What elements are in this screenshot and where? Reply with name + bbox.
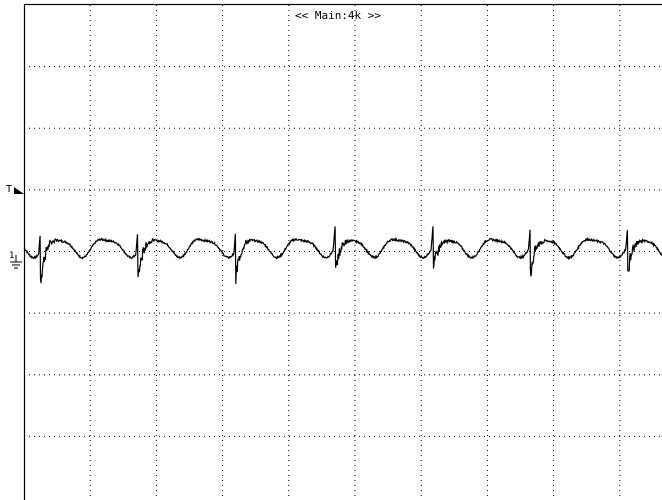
trigger-marker: T — [6, 184, 24, 195]
ground-label: 1 — [9, 251, 14, 261]
timebase-label: << Main:4k >> — [295, 9, 381, 22]
waveform-path — [23, 226, 662, 284]
grid — [24, 5, 662, 498]
plot-frame — [23, 3, 662, 500]
ground-icon — [10, 255, 22, 269]
trigger-arrow-icon — [14, 187, 24, 194]
ground-marker: 1 — [9, 251, 22, 269]
trigger-label: T — [6, 184, 12, 195]
waveform-trace — [23, 226, 662, 284]
